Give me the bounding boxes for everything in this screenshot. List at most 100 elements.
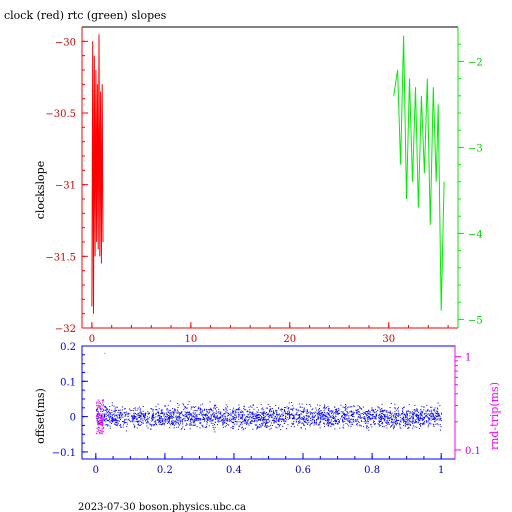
offset-point [348, 417, 350, 419]
offset-point [205, 415, 207, 417]
offset-point [323, 414, 325, 416]
offset-point [230, 412, 232, 414]
offset-point [151, 417, 152, 419]
offset-point [159, 415, 161, 417]
top-x-tick-label: 30 [382, 334, 395, 345]
offset-point [284, 410, 286, 412]
offset-point [330, 410, 332, 412]
offset-point [317, 412, 318, 414]
offset-point [98, 427, 100, 429]
offset-point [300, 427, 302, 428]
offset-point [327, 417, 329, 419]
offset-point [236, 421, 238, 423]
offset-point [304, 424, 306, 426]
offset-point [148, 423, 150, 425]
offset-point [417, 417, 419, 419]
offset-point [190, 406, 192, 408]
offset-point [289, 414, 291, 416]
offset-point [355, 409, 357, 411]
offset-point [141, 421, 142, 423]
offset-point [182, 415, 184, 417]
offset-point [103, 413, 105, 415]
offset-point [116, 425, 118, 427]
offset-point [103, 427, 105, 429]
offset-point [404, 424, 406, 426]
offset-point [342, 406, 344, 408]
top-x-tick-label: 20 [283, 334, 296, 345]
offset-point [117, 417, 119, 419]
offset-point [136, 414, 138, 415]
offset-point [202, 417, 204, 419]
offset-point [199, 422, 201, 424]
offset-point [347, 420, 349, 422]
offset-point [116, 415, 118, 417]
offset-point [426, 410, 428, 412]
offset-point [143, 416, 145, 418]
offset-point [368, 429, 370, 431]
offset-point [360, 408, 362, 410]
offset-point [239, 414, 241, 416]
rndtrip-point [102, 418, 104, 420]
offset-point [262, 419, 263, 421]
offset-point [179, 417, 181, 419]
offset-point [316, 414, 318, 416]
offset-point [408, 404, 410, 406]
offset-point [328, 408, 330, 410]
offset-point [392, 421, 393, 423]
offset-point [300, 427, 302, 429]
offset-point [275, 409, 277, 411]
offset-point [422, 411, 424, 413]
offset-point [406, 414, 408, 416]
offset-point [365, 421, 367, 422]
offset-point [287, 412, 289, 414]
offset-point [432, 423, 434, 425]
offset-point [371, 410, 373, 411]
offset-point [110, 420, 112, 422]
offset-point [296, 414, 298, 416]
offset-point [124, 421, 126, 423]
offset-point [433, 417, 435, 419]
offset-point [394, 413, 396, 415]
offset-point [272, 413, 274, 415]
offset-point [96, 409, 98, 411]
offset-point [298, 417, 300, 419]
offset-point [153, 421, 155, 423]
offset-point [124, 422, 126, 423]
offset-point [350, 414, 352, 416]
offset-point [314, 415, 316, 417]
offset-point [391, 418, 393, 420]
offset-point [302, 418, 304, 420]
offset-point [212, 419, 214, 421]
offset-point [104, 406, 106, 408]
offset-point [391, 412, 393, 414]
offset-point [346, 408, 348, 410]
offset-point [261, 411, 263, 413]
offset-point [402, 412, 404, 414]
offset-point [256, 427, 258, 429]
offset-point [372, 413, 374, 415]
rndtrip-point [101, 422, 103, 424]
offset-point [175, 409, 177, 411]
offset-point [397, 415, 399, 417]
bottom-x-tick-label: 0.4 [226, 465, 242, 476]
offset-point [406, 413, 408, 415]
offset-point [327, 424, 329, 426]
offset-point [171, 415, 173, 417]
offset-point [289, 411, 291, 413]
offset-point [359, 424, 361, 426]
offset-point [362, 412, 364, 414]
offset-point [149, 423, 151, 425]
offset-point [370, 413, 371, 415]
offset-point [206, 411, 208, 413]
offset-point [170, 411, 172, 413]
offset-point [421, 413, 423, 415]
offset-point [326, 407, 327, 409]
offset-point [427, 421, 429, 423]
offset-point [380, 410, 382, 412]
offset-point [160, 420, 162, 422]
offset-point [171, 423, 173, 425]
offset-point [195, 419, 197, 421]
offset-point [412, 422, 414, 424]
offset-point [115, 409, 117, 411]
offset-point [408, 418, 410, 420]
